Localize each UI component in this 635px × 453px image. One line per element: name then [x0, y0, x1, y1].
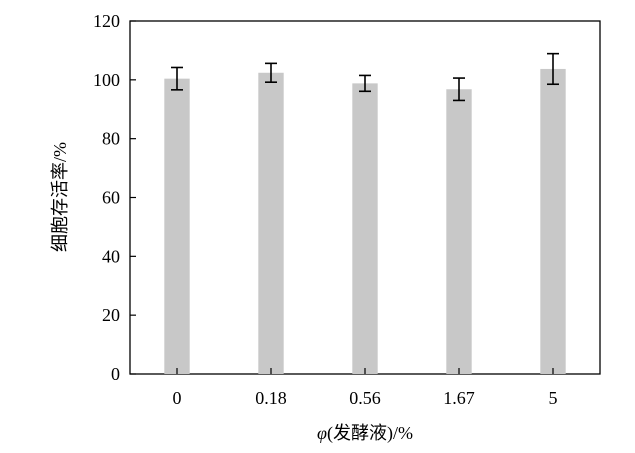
- y-ticks: 0 20 40 60 80 100 120: [93, 11, 136, 384]
- y-tick-label: 120: [93, 11, 120, 31]
- y-tick-label: 0: [111, 364, 120, 384]
- x-tick-label: 0: [173, 388, 182, 408]
- error-bar: [171, 66, 183, 91]
- x-tick-label: 0.18: [255, 388, 287, 408]
- x-axis-symbol: φ: [317, 423, 327, 443]
- x-tick-label: 0.56: [349, 388, 381, 408]
- y-axis-title: 细胞存活率/%: [50, 142, 70, 252]
- bar: [352, 83, 378, 374]
- y-tick-label: 20: [102, 305, 120, 325]
- x-axis-title: φ(发酵液)/%: [317, 423, 413, 444]
- error-bar: [453, 77, 465, 102]
- y-tick-label: 80: [102, 129, 120, 149]
- error-bar: [547, 52, 559, 86]
- x-ticks: 0 0.18 0.56 1.67 5: [173, 368, 558, 408]
- plot-area: 0 20 40 60 80 100 120 0 0.18 0.56 1.67 5: [93, 11, 601, 408]
- bar: [446, 89, 472, 374]
- bar: [164, 78, 190, 374]
- x-tick-label: 1.67: [443, 388, 475, 408]
- error-bars: [171, 52, 559, 102]
- x-tick-label: 5: [549, 388, 558, 408]
- bar: [258, 72, 284, 375]
- error-bar: [265, 62, 277, 83]
- y-tick-label: 100: [93, 70, 120, 90]
- y-tick-label: 60: [102, 188, 120, 208]
- error-bar: [359, 74, 371, 93]
- bar: [540, 68, 566, 375]
- bars: [164, 68, 566, 375]
- x-axis-label: (发酵液)/%: [327, 423, 413, 444]
- y-tick-label: 40: [102, 246, 120, 266]
